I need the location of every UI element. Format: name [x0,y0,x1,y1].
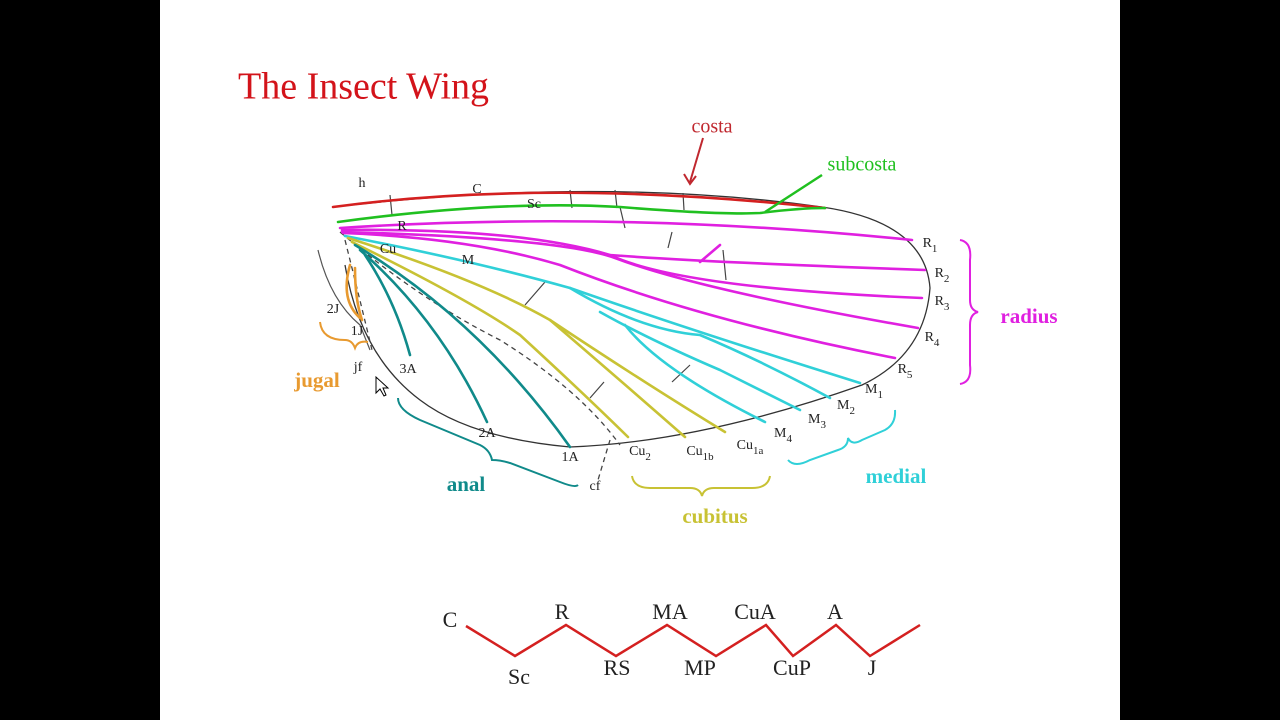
costa-vein [331,191,827,210]
vein-label-main: R [935,294,945,309]
group-label: anal [447,472,486,496]
vein-label: R3 [935,294,950,312]
vein-label: R2 [935,266,950,284]
vein-label-sub: 2 [645,451,651,463]
subcosta-arrow [764,173,823,214]
sequence-labels: C Sc R RS MA MP CuA CuP A J [443,599,877,689]
vein-label: 3A [399,362,417,377]
slide [160,0,1120,720]
vein-sequence-zigzag [465,623,921,658]
vein-label: M1 [865,382,883,400]
vein-label: R [397,219,407,234]
group-label: jugal [293,368,340,392]
vein-label: M2 [837,398,855,416]
sequence-label: MA [652,599,688,624]
jugal-lobe [317,249,371,351]
vein-label: jf [353,360,363,375]
vein-label: 1A [561,450,579,465]
costa-arrowhead [683,173,697,186]
vein-label-main: Cu [629,444,645,459]
vein-label-sub: 2 [944,273,950,285]
sequence-label: Sc [508,664,530,689]
costa-arrow [689,137,704,183]
sequence-label: C [443,607,458,632]
vein-label-sub: 4 [786,433,792,445]
vein-label: M4 [774,426,792,444]
cubitus-veins [346,236,727,439]
vein-label: Cu [380,242,396,257]
callout-label: subcosta [828,154,897,176]
vein-label-main: M [808,412,821,427]
vein-label: cf [590,479,601,494]
sequence-label: A [827,599,843,624]
wing [317,137,979,497]
callout-label: costa [691,116,732,138]
sequence-label: MP [684,655,716,680]
sequence-label: CuP [773,655,811,680]
vein-label: R1 [923,236,938,254]
vein-label-sub: 5 [907,369,913,381]
vein-label: Cu1a [737,438,764,456]
radius-veins [338,219,927,360]
vein-label: 2A [478,426,496,441]
vein-label-main: M [865,382,878,397]
vein-label-main: R [925,330,935,345]
claval-furrow [597,439,611,481]
medial-bracket [787,409,897,465]
jugal-veins [345,263,364,322]
wing-outline [332,190,931,448]
sequence-label: CuA [734,599,776,624]
vein-label-main: M [837,398,850,413]
vein-label-main: R [923,236,933,251]
sequence-label: RS [604,655,631,680]
vein-label-sub: 1a [753,445,764,457]
vein-label: Cu1b [686,444,714,462]
fold-lines [339,231,621,446]
vein-label-sub: 1 [877,389,883,401]
radius-bracket [959,239,979,385]
vein-label: M3 [808,412,826,430]
vein-label-main: R [898,362,908,377]
vein-label-sub: 2 [849,405,855,417]
vein-label-main: M [774,426,787,441]
mouse-cursor [375,375,390,397]
vein-label-main: Cu [686,444,702,459]
group-label: medial [866,464,927,488]
medial-veins [343,234,862,424]
vein-label: C [472,182,481,197]
anal-veins [353,243,572,449]
vein-label-main: Cu [737,438,753,453]
vein-label: R5 [898,362,913,380]
subcosta-vein [336,204,827,224]
sequence-label: J [868,655,877,680]
anal-bracket [397,397,579,487]
vein-label-sub: 1b [703,451,715,463]
vein-label: Sc [527,197,541,212]
vein-label-sub: 3 [944,301,950,313]
cubitus-bracket [631,475,771,497]
vein-label-sub: 4 [934,337,940,349]
vein-label: R4 [925,330,940,348]
group-label: radius [1000,304,1057,328]
vein-label: Cu2 [629,444,651,462]
jugal-bracket [319,321,369,351]
sequence-label: R [555,599,570,624]
vein-label: h [359,176,366,191]
vein-label: 1J [351,324,364,339]
group-label: cubitus [682,504,747,528]
vein-label-main: R [935,266,945,281]
vein-label: M [462,253,475,268]
vein-label: 2J [327,302,340,317]
vein-label-sub: 3 [820,419,826,431]
vein-label-sub: 1 [932,243,938,255]
title: The Insect Wing [238,66,489,108]
